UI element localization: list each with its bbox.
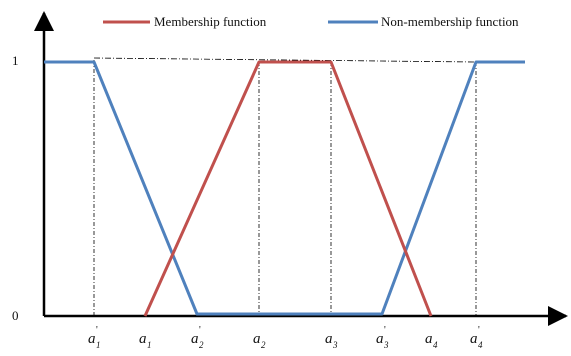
x-tick-subscript: 2 — [261, 340, 266, 350]
x-tick-subscript: 4 — [433, 340, 438, 350]
x-tick-subscript: 1 — [147, 340, 152, 350]
x-tick-base: a — [88, 331, 96, 347]
legend-label-nonmembership: Non-membership function — [381, 14, 519, 29]
series-nonmembership-line — [44, 60, 525, 316]
x-tick-prime: ' — [478, 325, 480, 336]
x-tick-subscript: 1 — [96, 340, 101, 350]
x-tick-base: a — [139, 331, 147, 347]
x-tick-prime: ' — [96, 325, 98, 336]
x-tick-label: a 1 ' — [88, 325, 101, 350]
x-tick-prime: ' — [384, 325, 386, 336]
x-tick-subscript: 3 — [383, 340, 389, 350]
x-tick-base: a — [325, 331, 333, 347]
guide-lines — [93, 57, 477, 316]
x-tick-prime: ' — [199, 325, 201, 336]
x-tick-base: a — [191, 331, 199, 347]
y-tick-1: 1 — [12, 53, 19, 68]
x-tick-base: a — [253, 331, 261, 347]
x-tick-base: a — [425, 331, 433, 347]
x-tick-labels: a 1'a 1 a 2'a 2 a 3 a 3'a 4 a 4' — [88, 325, 483, 350]
legend-label-membership: Membership function — [154, 14, 267, 29]
series-lines — [44, 60, 525, 317]
x-tick-base: a — [376, 331, 384, 347]
x-tick-label: a 3 ' — [376, 325, 389, 350]
x-tick-subscript: 4 — [478, 340, 483, 350]
series-membership-line — [143, 60, 433, 317]
guide-top-dashdot — [93, 57, 477, 63]
x-tick-label: a 2 ' — [191, 325, 204, 350]
x-tick-subscript: 3 — [332, 340, 338, 350]
x-tick-base: a — [470, 331, 478, 347]
x-tick-label: a 4 ' — [470, 325, 483, 350]
x-tick-subscript: 2 — [199, 340, 204, 350]
y-tick-0: 0 — [12, 308, 19, 323]
